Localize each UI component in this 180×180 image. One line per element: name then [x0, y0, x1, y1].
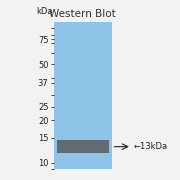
Text: kDa: kDa: [36, 7, 53, 16]
Title: Western Blot: Western Blot: [50, 9, 116, 19]
Bar: [57, 140, 109, 153]
Text: ←13kDa: ←13kDa: [134, 142, 168, 151]
